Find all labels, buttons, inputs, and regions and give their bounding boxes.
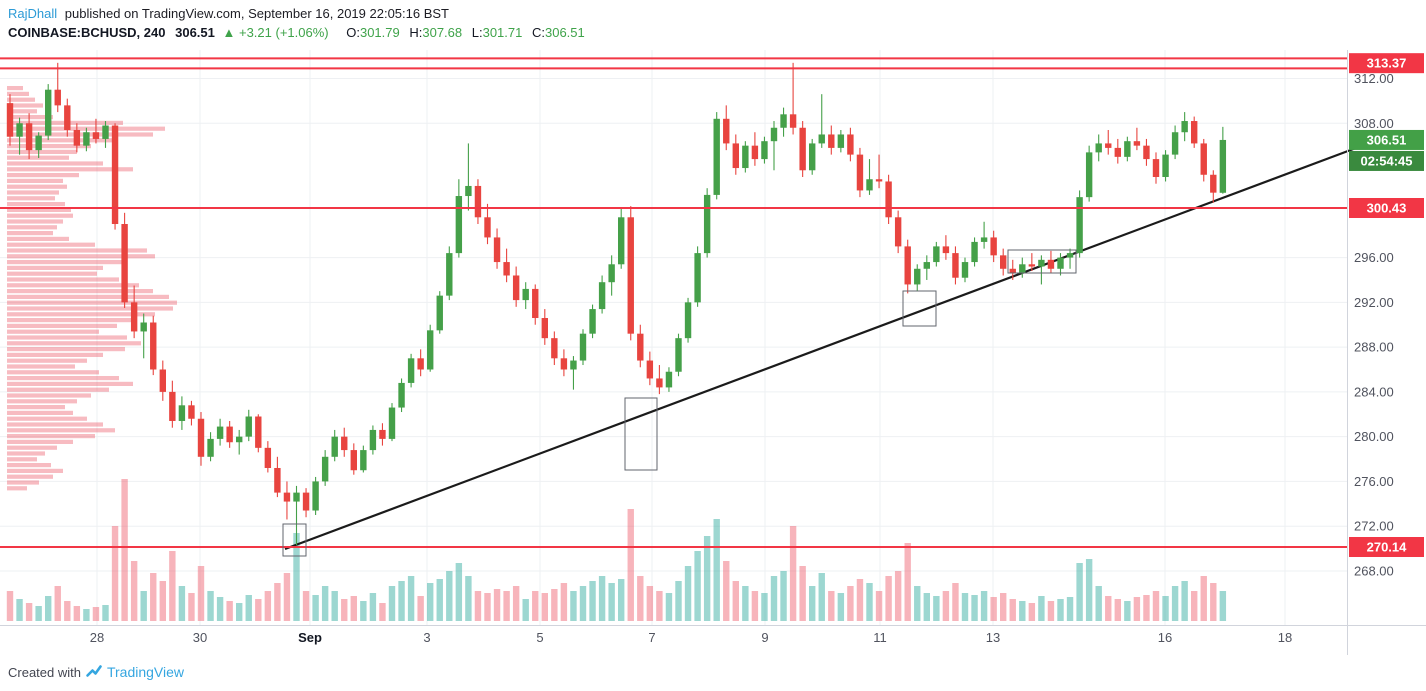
price-axis: 312.00 308.00 296.00 292.00 288.00 284.00 280.… <box>1354 71 1394 578</box>
price-label <box>1349 53 1424 74</box>
price-change: ▲ +3.21 (+1.06%) <box>222 25 329 40</box>
author-link[interactable]: RajDhall <box>8 6 58 21</box>
svg-text:9: 9 <box>761 630 768 645</box>
price-axis-labels: 313.37 306.51 02:54:45 300.43 270.14 <box>1349 53 1424 558</box>
svg-text:296.00: 296.00 <box>1354 250 1394 265</box>
svg-text:306.51: 306.51 <box>1367 132 1407 147</box>
price-label <box>1349 129 1424 150</box>
publish-info: published on TradingView.com, September … <box>64 6 450 21</box>
svg-text:276.00: 276.00 <box>1354 474 1394 489</box>
svg-text:284.00: 284.00 <box>1354 384 1394 399</box>
svg-text:11: 11 <box>873 630 887 645</box>
last-price: 306.51 <box>175 25 215 40</box>
high-value: 307.68 <box>422 25 463 40</box>
chart-header: RajDhall published on TradingView.com, S… <box>8 5 585 41</box>
high-label: H: <box>409 25 423 40</box>
svg-text:300.43: 300.43 <box>1367 201 1407 216</box>
symbol-line: COINBASE:BCHUSD, 240 306.51 ▲ +3.21 (+1.… <box>8 24 585 41</box>
svg-text:268.00: 268.00 <box>1354 563 1394 578</box>
svg-text:5: 5 <box>536 630 543 645</box>
svg-text:3: 3 <box>423 630 430 645</box>
trendline <box>284 146 1357 551</box>
volume-profile <box>7 86 177 491</box>
open-value: 301.79 <box>359 25 400 40</box>
annotation-boxes <box>282 249 1077 557</box>
low-value: 301.71 <box>482 25 523 40</box>
price-label <box>1349 150 1424 171</box>
svg-text:270.14: 270.14 <box>1367 540 1408 555</box>
close-label: C: <box>531 25 545 40</box>
svg-text:18: 18 <box>1278 630 1292 645</box>
gridlines <box>0 50 1347 625</box>
close-value: 306.51 <box>544 25 585 40</box>
open-label: O: <box>346 25 360 40</box>
tradingview-logo-icon <box>86 665 102 677</box>
svg-text:280.00: 280.00 <box>1354 429 1394 444</box>
svg-text:272.00: 272.00 <box>1354 519 1394 534</box>
symbol-title[interactable]: COINBASE:BCHUSD, 240 <box>8 25 166 40</box>
volume-bars <box>6 479 1227 621</box>
svg-text:308.00: 308.00 <box>1354 116 1394 131</box>
svg-text:7: 7 <box>648 630 655 645</box>
svg-text:288.00: 288.00 <box>1354 340 1394 355</box>
svg-text:13: 13 <box>986 630 1000 645</box>
svg-text:16: 16 <box>1158 630 1172 645</box>
svg-text:30: 30 <box>193 630 207 645</box>
svg-text:02:54:45: 02:54:45 <box>1360 153 1412 168</box>
publish-line: RajDhall published on TradingView.com, S… <box>8 5 585 22</box>
svg-text:Sep: Sep <box>298 630 322 645</box>
price-levels <box>0 57 1347 549</box>
time-axis: 28 30 Sep 3 5 7 9 11 13 16 18 <box>90 630 1292 645</box>
candles <box>6 62 1227 546</box>
svg-text:313.37: 313.37 <box>1367 56 1407 71</box>
watermark-prefix: Created with <box>8 664 81 680</box>
svg-text:312.00: 312.00 <box>1354 71 1394 86</box>
price-label <box>1349 198 1424 218</box>
watermark: Created with TradingView <box>8 663 184 681</box>
low-label: L: <box>471 25 483 40</box>
price-label <box>1349 537 1424 558</box>
svg-text:28: 28 <box>90 630 104 645</box>
tradingview-brand[interactable]: TradingView <box>106 664 185 680</box>
axes <box>0 50 1426 655</box>
svg-text:292.00: 292.00 <box>1354 295 1394 310</box>
